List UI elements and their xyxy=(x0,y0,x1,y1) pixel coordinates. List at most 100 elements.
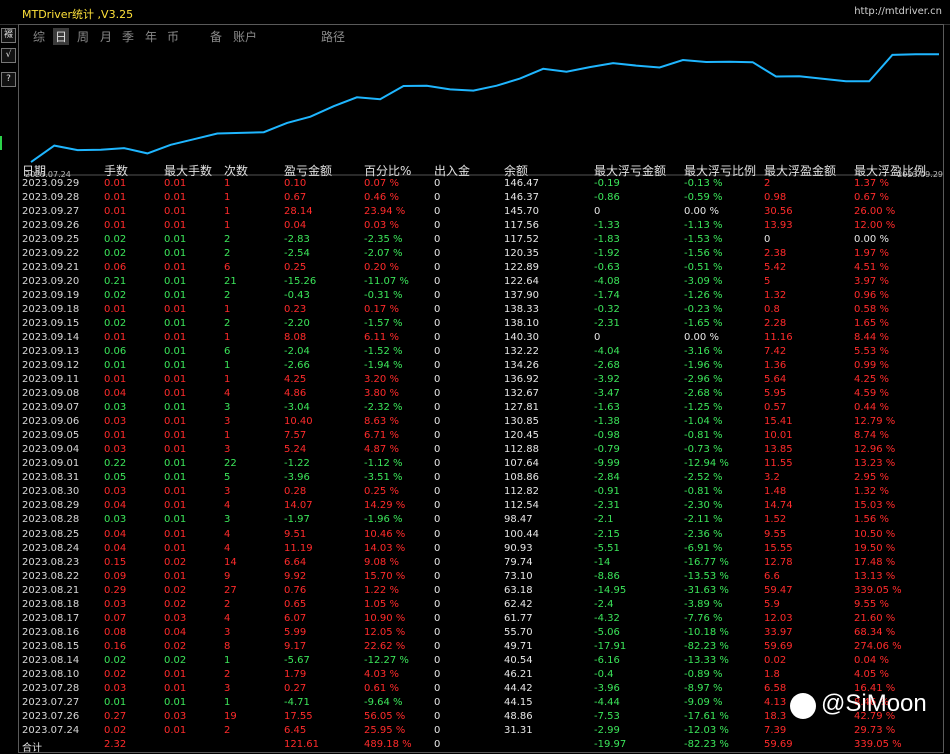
pct-cell: 6.71 % xyxy=(364,430,399,442)
max-float-profit-cell: 6.6 xyxy=(764,570,780,582)
max-float-profit-cell: 1.36 xyxy=(764,360,787,372)
count-cell: 2 xyxy=(224,598,231,610)
count-cell: 1 xyxy=(224,220,231,232)
header-max-lots[interactable]: 最大手数 xyxy=(164,164,213,178)
tab-weekly[interactable]: 周 xyxy=(77,30,90,44)
balance-cell: 79.74 xyxy=(504,556,533,568)
max-float-profit-cell: 13.85 xyxy=(764,444,793,456)
pct-cell: -11.07 % xyxy=(364,276,409,288)
lots-cell: 0.03 xyxy=(104,598,127,610)
help-button[interactable]: ? xyxy=(1,72,16,87)
header-lots[interactable]: 手数 xyxy=(104,164,129,178)
max-float-loss-cell: -5.51 xyxy=(594,542,620,554)
max-lots-cell: 0.01 xyxy=(164,290,187,302)
date-cell: 2023.09.14 xyxy=(22,332,80,344)
pct-cell: 9.08 % xyxy=(364,556,399,568)
max-float-profit-cell: 5.95 xyxy=(764,388,787,400)
pnl-cell: 0.23 xyxy=(284,304,307,316)
header-max-float-profit-pct[interactable]: 最大浮盈比例 xyxy=(854,164,927,178)
header-cashflow[interactable]: 出入金 xyxy=(434,164,471,178)
lots-cell: 0.21 xyxy=(104,276,127,288)
pnl-cell: 6.07 xyxy=(284,612,307,624)
tab-summary[interactable]: 综 xyxy=(33,30,46,44)
date-cell: 2023.08.28 xyxy=(22,514,80,526)
tab-bar: 综 日 周 月 季 年 币 备 账户 路径 xyxy=(19,25,943,45)
pnl-cell: -15.26 xyxy=(284,276,317,288)
header-pct[interactable]: 百分比% xyxy=(364,164,412,178)
max-float-loss-pct-cell: -2.96 % xyxy=(684,374,723,386)
max-float-loss-pct-cell: -0.59 % xyxy=(684,192,723,204)
max-float-loss-cell: -4.32 xyxy=(594,612,620,624)
balance-chart: 2023.07.24 2023.09.29 xyxy=(25,45,943,179)
max-float-profit-cell: 7.39 xyxy=(764,724,787,736)
balance-cell: 120.45 xyxy=(504,430,539,442)
date-cell: 2023.07.28 xyxy=(22,682,80,694)
table-row: 2023.08.15 0.16 0.02 8 9.17 22.62 % 0 49.71 -17.… xyxy=(19,641,943,655)
max-float-profit-cell: 5 xyxy=(764,276,771,288)
max-float-profit-cell: 7.42 xyxy=(764,346,787,358)
bookmark-button[interactable]: 裰 xyxy=(1,28,16,43)
header-max-float-profit[interactable]: 最大浮盈金额 xyxy=(764,164,837,178)
header-date[interactable]: 日期 xyxy=(22,164,47,178)
lots-cell: 0.22 xyxy=(104,458,127,470)
max-float-loss-pct-cell: -3.09 % xyxy=(684,276,723,288)
site-url-link[interactable]: http://mtdriver.cn xyxy=(854,6,942,17)
header-max-float-loss-pct[interactable]: 最大浮亏比例 xyxy=(684,164,757,178)
tab-yearly[interactable]: 年 xyxy=(145,30,158,44)
cashflow-cell: 0 xyxy=(434,724,441,736)
cashflow-cell: 0 xyxy=(434,430,441,442)
cashflow-cell: 0 xyxy=(434,290,441,302)
pnl-cell: 4.86 xyxy=(284,388,307,400)
check-button[interactable]: √ xyxy=(1,48,16,63)
max-lots-cell: 0.02 xyxy=(164,640,187,652)
balance-cell: 146.47 xyxy=(504,178,539,189)
cashflow-cell: 0 xyxy=(434,248,441,260)
max-float-profit-cell: 59.69 xyxy=(764,640,793,652)
facebook-icon xyxy=(790,693,816,719)
header-balance[interactable]: 余额 xyxy=(504,164,529,178)
max-float-profit-cell: 1.48 xyxy=(764,486,787,498)
max-float-loss-cell: -14.95 xyxy=(594,584,627,596)
max-float-profit-cell: 4.13 xyxy=(764,696,787,708)
date-cell: 2023.09.13 xyxy=(22,346,80,358)
max-float-loss-cell: -1.92 xyxy=(594,248,620,260)
lots-cell: 0.15 xyxy=(104,556,127,568)
count-cell: 3 xyxy=(224,486,231,498)
max-float-profit-pct-cell: 0.00 % xyxy=(854,234,889,246)
date-cell: 2023.09.26 xyxy=(22,220,80,232)
lots-cell: 0.08 xyxy=(104,626,127,638)
header-pnl[interactable]: 盈亏金额 xyxy=(284,164,333,178)
max-lots-cell: 0.01 xyxy=(164,374,187,386)
date-cell: 2023.09.05 xyxy=(22,430,80,442)
max-float-loss-pct-cell: -0.51 % xyxy=(684,262,723,274)
lots-cell: 0.01 xyxy=(104,360,127,372)
tab-backup[interactable]: 备 xyxy=(210,30,223,44)
count-cell: 19 xyxy=(224,710,237,722)
max-float-profit-pct-cell: 42.79 % xyxy=(854,710,896,722)
balance-cell: 107.64 xyxy=(504,458,539,470)
header-count[interactable]: 次数 xyxy=(224,164,249,178)
max-float-profit-cell: 15.41 xyxy=(764,416,793,428)
pct-cell: 25.95 % xyxy=(364,724,406,736)
table-row: 2023.09.12 0.01 0.01 1 -2.66 -1.94 % 0 134.26 -2… xyxy=(19,360,943,374)
balance-cell: 55.70 xyxy=(504,626,533,638)
date-cell: 2023.09.20 xyxy=(22,276,80,288)
max-float-profit-pct-cell: 12.00 % xyxy=(854,220,896,232)
tab-path[interactable]: 路径 xyxy=(321,30,346,44)
pct-cell: 0.25 % xyxy=(364,486,399,498)
tab-daily[interactable]: 日 xyxy=(53,28,70,45)
tab-monthly[interactable]: 月 xyxy=(100,30,113,44)
cashflow-cell: 0 xyxy=(434,640,441,652)
max-lots-cell: 0.01 xyxy=(164,668,187,680)
cashflow-cell: 0 xyxy=(434,738,441,750)
balance-cell: 122.89 xyxy=(504,262,539,274)
header-max-float-loss[interactable]: 最大浮亏金额 xyxy=(594,164,667,178)
date-cell: 2023.08.25 xyxy=(22,528,80,540)
tab-currency[interactable]: 币 xyxy=(167,30,180,44)
tab-account[interactable]: 账户 xyxy=(233,30,258,44)
max-float-loss-cell: -0.4 xyxy=(594,668,614,680)
date-cell: 2023.09.25 xyxy=(22,234,80,246)
max-float-profit-cell: 2.28 xyxy=(764,318,787,330)
max-lots-cell: 0.02 xyxy=(164,654,187,666)
tab-quarterly[interactable]: 季 xyxy=(122,30,135,44)
